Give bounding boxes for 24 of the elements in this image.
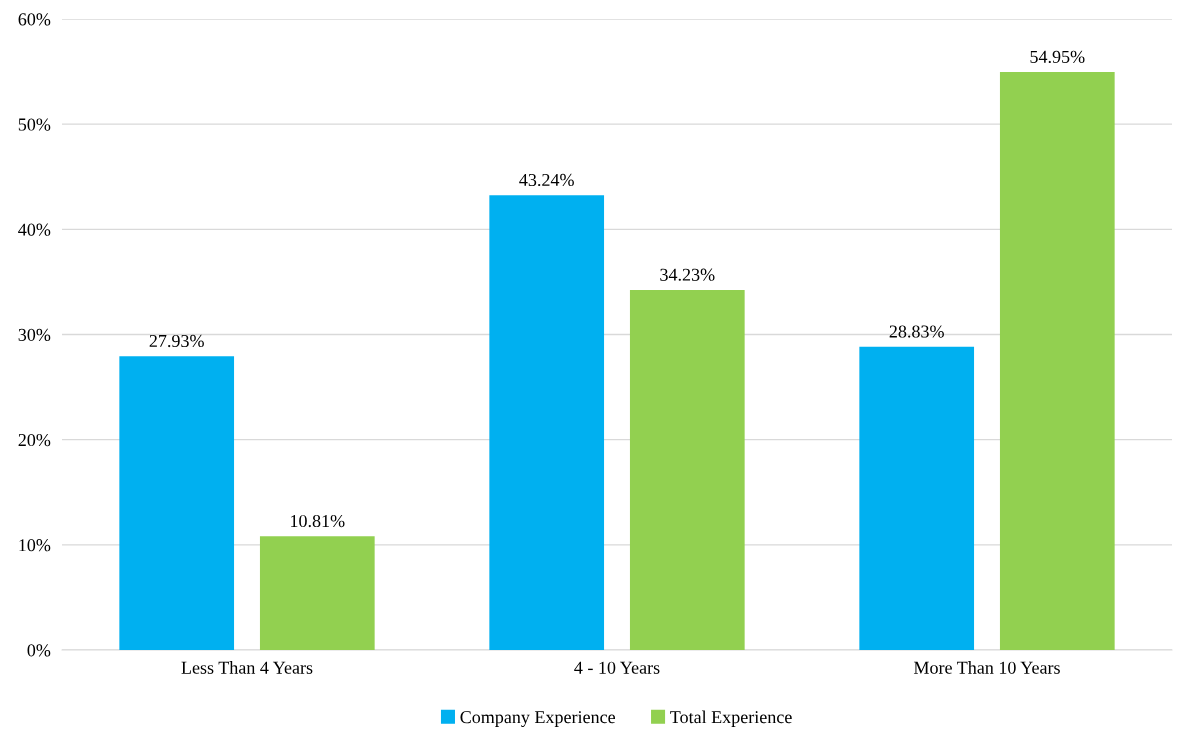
bar [119,356,235,650]
bar [259,536,375,650]
y-tick-label: 10% [19,539,51,552]
data-label: 28.83% [889,325,944,338]
data-label: 54.95% [1030,50,1085,63]
y-tick-label: 40% [18,223,51,236]
x-tick-label: 4 - 10 Years [574,661,660,674]
y-tick-label: 50% [18,118,51,131]
bar [859,346,975,650]
x-tick-label: More Than 10 Years [913,661,1060,674]
bar [999,72,1115,650]
x-tick-label: Less Than 4 Years [181,661,313,674]
bar [629,290,745,650]
y-tick-label: 30% [18,328,51,341]
data-label: 43.24% [519,173,574,187]
y-tick-label: 60% [18,13,51,26]
data-label: 27.93% [149,334,204,348]
data-label: 34.23% [660,268,715,281]
data-label: 10.81% [291,514,345,528]
bar [489,195,605,650]
legend-label: Company Experience [460,711,615,727]
y-tick-label: 20% [18,433,51,447]
legend-label: Total Experience [670,710,792,727]
y-tick-label: 0% [27,644,51,657]
